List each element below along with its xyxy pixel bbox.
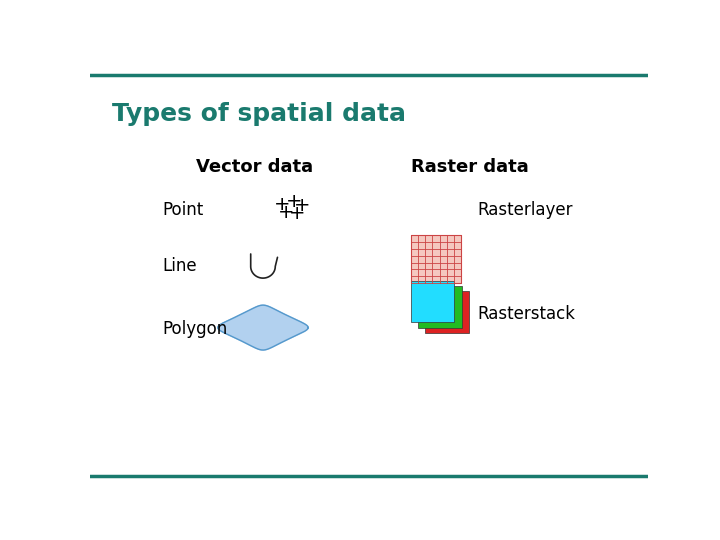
Bar (418, 286, 462, 328)
Text: Types of spatial data: Types of spatial data (112, 102, 406, 126)
Text: +: + (285, 192, 302, 211)
Text: +: + (289, 204, 306, 222)
Text: Rasterlayer: Rasterlayer (478, 201, 573, 219)
Text: Vector data: Vector data (196, 158, 313, 176)
Bar (426, 292, 469, 333)
Text: Line: Line (163, 258, 197, 275)
Text: +: + (294, 196, 310, 215)
Text: Point: Point (163, 201, 204, 219)
Bar (411, 235, 461, 283)
Text: Rasterstack: Rasterstack (478, 305, 576, 323)
Text: Raster data: Raster data (411, 158, 528, 176)
Bar (411, 281, 454, 322)
Text: +: + (278, 203, 294, 222)
Polygon shape (217, 305, 308, 350)
Text: +: + (274, 194, 291, 214)
Text: Polygon: Polygon (163, 320, 228, 338)
